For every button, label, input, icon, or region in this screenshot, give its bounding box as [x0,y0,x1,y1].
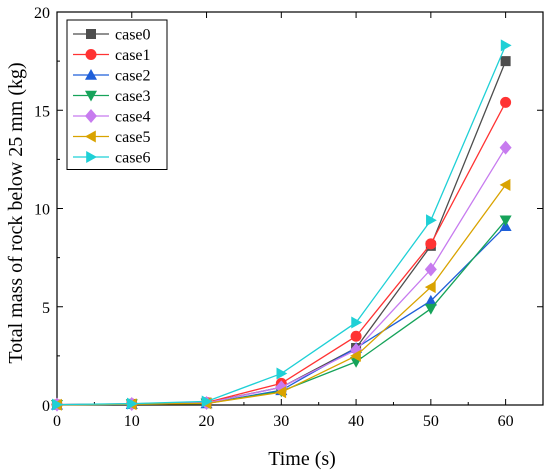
y-axis: 0 5 10 15 20 [34,5,543,415]
series-case6 [52,39,512,411]
x-tick-label: 50 [423,413,439,430]
data-point [351,316,363,329]
y-tick-label: 10 [34,202,50,219]
legend-item-case3: case3 [73,88,151,105]
legend-marker [85,90,97,102]
legend-marker [86,151,97,163]
legend-item-case0: case0 [73,27,151,44]
data-point [426,214,437,227]
legend-marker [85,130,96,143]
data-point [350,349,361,362]
legend-label: case6 [115,150,151,167]
data-point [499,140,512,155]
data-point [424,262,437,277]
data-point [350,330,362,342]
x-tick-label: 20 [199,413,215,430]
legend-label: case5 [115,129,151,146]
y-tick-label: 5 [42,300,50,317]
data-point [424,294,437,306]
series-line [56,219,507,406]
x-axis-title: Time (s) [268,448,336,470]
legend-item-case5: case5 [73,129,151,146]
legend-marker [85,109,97,123]
legend-marker [85,69,97,80]
x-tick-label: 0 [53,413,61,430]
x-tick-label: 40 [348,413,364,430]
data-point [201,395,213,408]
legend: case0 case1 case2 case3 case4 case5 case6 [66,19,168,170]
y-axis-title: Total mass of rock below 25 mm (kg) [5,62,27,363]
legend-label: case3 [115,88,151,105]
x-tick-label: 30 [273,413,289,430]
data-point [276,367,288,380]
legend-label: case0 [115,27,151,44]
data-point [52,398,63,411]
legend-item-case2: case2 [73,68,151,85]
x-axis: 0 10 20 30 40 50 60 [53,12,514,430]
legend-label: case4 [115,109,151,126]
legend-marker [85,49,97,60]
data-point [425,238,437,250]
legend-box [66,19,168,170]
x-tick-label: 60 [498,413,514,430]
data-point [424,281,436,294]
data-point [126,397,138,410]
y-tick-label: 20 [34,5,50,22]
data-point [499,178,511,191]
data-point [500,56,511,67]
y-tick-label: 0 [42,398,50,415]
legend-item-case1: case1 [73,47,151,64]
legend-item-case4: case4 [73,109,151,126]
data-point [500,39,512,52]
data-point [424,303,437,315]
legend-marker [86,29,96,39]
data-point [499,215,512,227]
data-point [275,386,287,399]
y-tick-label: 15 [34,103,50,120]
x-tick-label: 10 [124,413,140,430]
series-layer [51,39,512,412]
data-point [500,96,512,108]
legend-label: case2 [115,68,151,85]
legend-label: case1 [115,47,151,64]
legend-item-case6: case6 [73,150,151,167]
